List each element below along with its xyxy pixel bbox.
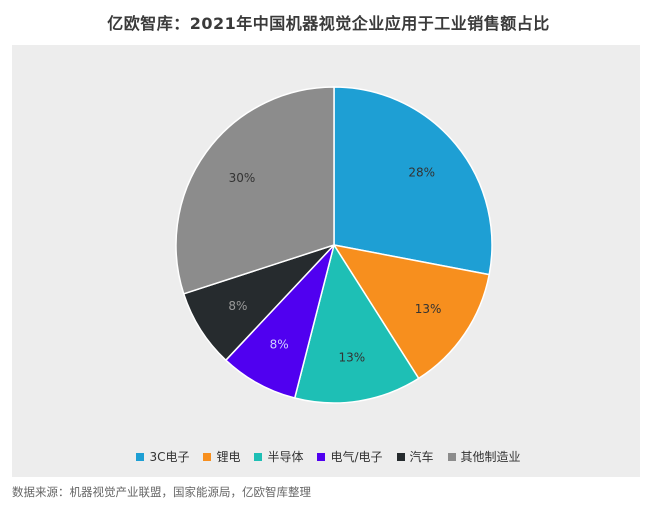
slice-label-4: 8% [270, 338, 289, 352]
legend-label: 半导体 [267, 450, 304, 464]
pie-slice-3 [293, 243, 420, 404]
pie-slice-1 [333, 86, 493, 276]
legend-label: 汽车 [409, 450, 434, 464]
pie-chart: 28% 13% 13% 8% 8% 30% [175, 86, 493, 404]
pie-slice-2 [332, 243, 491, 380]
legend-item-1: 3C电子 [136, 448, 189, 465]
chart-legend: 3C电子 锂电 半导体 电气/电子 汽车 其他制造业 [0, 448, 657, 465]
slice-label-1: 28% [408, 165, 435, 179]
slice-label-3: 13% [338, 350, 365, 364]
legend-swatch [317, 452, 326, 461]
legend-item-2: 锂电 [203, 448, 240, 465]
legend-swatch [396, 452, 405, 461]
chart-title: 亿欧智库：2021年中国机器视觉企业应用于工业销售额占比 [107, 14, 550, 33]
legend-swatch [203, 452, 212, 461]
slice-label-2: 13% [415, 302, 442, 316]
legend-item-6: 其他制造业 [447, 448, 521, 465]
legend-label: 锂电 [216, 450, 241, 464]
legend-swatch [447, 452, 456, 461]
legend-item-3: 半导体 [254, 448, 303, 465]
data-source-note: 数据来源：机器视觉产业联盟，国家能源局，亿欧智库整理 [12, 485, 311, 499]
slice-label-5: 8% [228, 299, 247, 313]
slice-label-6: 30% [229, 171, 256, 185]
legend-item-4: 电气/电子 [317, 448, 383, 465]
legend-swatch [136, 452, 145, 461]
legend-label: 3C电子 [149, 450, 190, 464]
legend-label: 电气/电子 [330, 450, 383, 464]
legend-item-5: 汽车 [396, 448, 434, 465]
legend-swatch [254, 452, 263, 461]
pie-slice-6 [175, 86, 335, 295]
legend-label: 其他制造业 [460, 450, 521, 464]
